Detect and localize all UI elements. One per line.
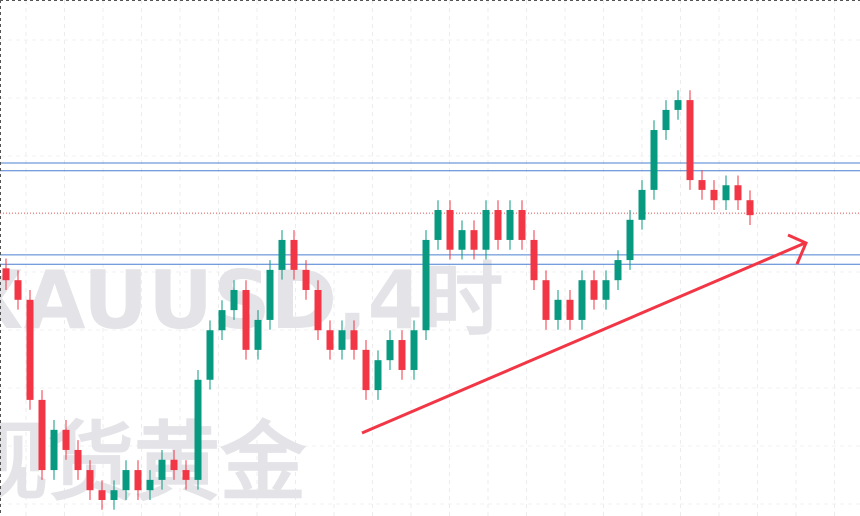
candle-body: [602, 280, 610, 300]
candle-body: [350, 330, 358, 350]
candle-body: [458, 230, 466, 250]
candle-body: [626, 219, 634, 261]
candle-body: [614, 260, 622, 281]
candles: [2, 90, 754, 510]
candle-body: [62, 429, 70, 450]
candle-body: [218, 310, 226, 331]
candle-body: [398, 340, 406, 370]
candle-body: [386, 340, 394, 361]
candle-body: [494, 210, 502, 240]
candle-body: [194, 379, 202, 480]
candle-body: [278, 239, 286, 270]
candle-body: [110, 490, 118, 501]
candle-body: [182, 470, 190, 480]
candle-body: [242, 289, 250, 350]
candle-body: [158, 459, 166, 480]
candle-body: [38, 399, 46, 471]
candle-body: [530, 239, 538, 281]
candle-body: [302, 269, 310, 290]
candle-body: [722, 185, 730, 201]
watermark-name: 现货黄金: [0, 413, 307, 513]
candle-body: [362, 349, 370, 391]
candle-body: [26, 299, 34, 400]
candle-body: [566, 299, 574, 320]
candle-body: [170, 459, 178, 471]
candle-body: [686, 100, 694, 181]
candle-body: [638, 189, 646, 220]
candle-body: [122, 470, 130, 491]
candle-body: [674, 100, 682, 110]
arrow-head: [787, 233, 808, 265]
candle-body: [338, 330, 346, 350]
candle-body: [2, 268, 10, 281]
candle-body: [98, 490, 106, 501]
candle-body: [590, 280, 598, 300]
candle-body: [710, 189, 718, 201]
candle-body: [422, 239, 430, 331]
candle-body: [374, 360, 382, 391]
candle-body: [74, 449, 82, 471]
candle-body: [578, 280, 586, 320]
candle-body: [134, 470, 142, 491]
candle-body: [542, 280, 550, 320]
candle-body: [698, 180, 706, 190]
candle-body: [662, 109, 670, 131]
candle-body: [326, 330, 334, 350]
candle-body: [746, 200, 754, 216]
candle-body: [446, 210, 454, 250]
candle-body: [410, 330, 418, 370]
candle-body: [434, 210, 442, 240]
candle-body: [14, 280, 22, 300]
levels: [0, 162, 860, 265]
candle-body: [50, 429, 58, 471]
trend-arrow: [361, 241, 806, 435]
candle-body: [146, 479, 154, 491]
watermark-symbol: XAUUSD,4时: [0, 254, 503, 347]
candle-body: [86, 470, 94, 491]
candle-body: [506, 210, 514, 240]
candle-body: [650, 130, 658, 190]
candle-body: [230, 289, 238, 311]
candle-body: [206, 330, 214, 380]
candle-body: [254, 319, 262, 350]
candle-body: [554, 299, 562, 320]
candle-body: [470, 230, 478, 250]
candle-body: [290, 239, 298, 270]
candle-body: [482, 210, 490, 250]
candle-body: [518, 210, 526, 240]
candle-body: [266, 269, 274, 320]
candle-body: [314, 289, 322, 331]
candle-body: [734, 185, 742, 201]
